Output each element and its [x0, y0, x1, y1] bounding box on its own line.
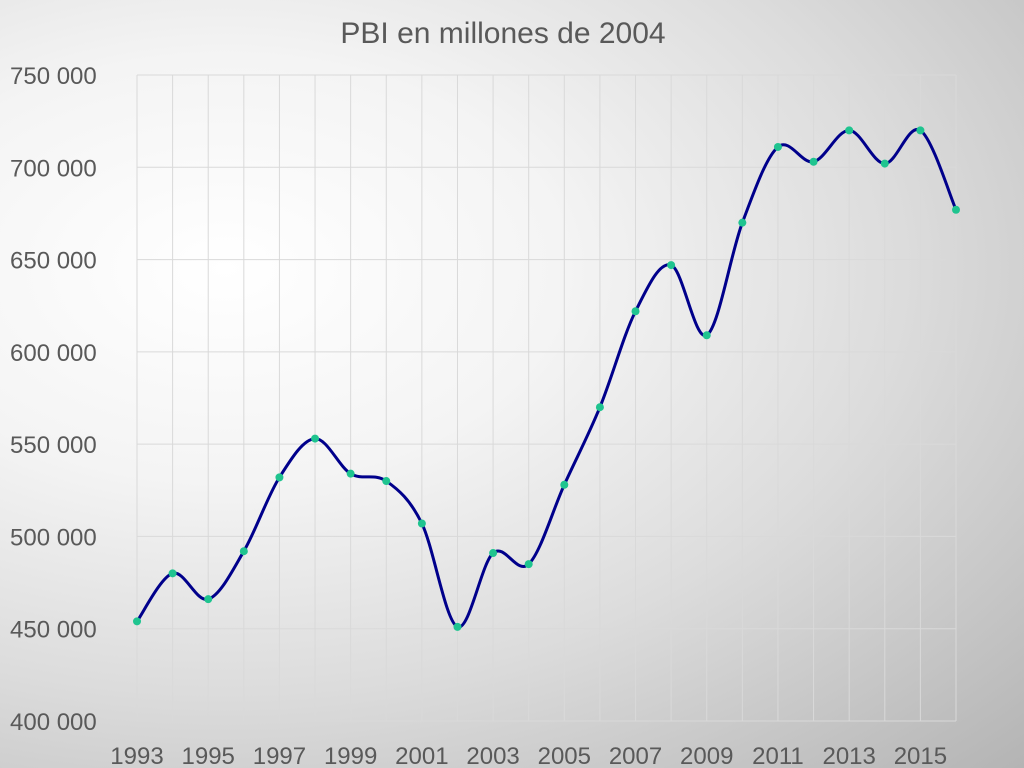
data-point	[133, 617, 141, 626]
data-point	[702, 331, 711, 340]
y-axis-tick-labels: 400 000 450 000 500 000 550 000 600 000 650 0…	[10, 63, 97, 736]
chart-title: PBI en millones de 2004	[340, 17, 665, 50]
data-point	[417, 519, 426, 528]
data-point	[560, 480, 569, 489]
data-point	[275, 473, 284, 482]
x-tick-label: 2009	[680, 743, 733, 768]
x-axis-tick-labels: 1993 1995 1997 1999 2001 2003 2005 2007 2009 2011…	[110, 743, 947, 768]
data-point	[809, 157, 818, 166]
data-point	[667, 261, 676, 270]
x-tick-label: 1993	[110, 743, 163, 768]
grid-layer	[136, 74, 957, 722]
data-point	[631, 307, 640, 316]
data-point	[880, 159, 889, 168]
data-point	[204, 595, 213, 604]
data-point	[168, 569, 177, 578]
y-tick-label: 750 000	[10, 63, 97, 90]
y-tick-label: 500 000	[10, 524, 97, 551]
x-tick-label: 2005	[538, 743, 591, 768]
y-tick-label: 650 000	[10, 248, 97, 275]
data-point	[773, 142, 782, 151]
y-tick-label: 700 000	[10, 155, 97, 182]
data-point	[453, 622, 462, 631]
data-point	[595, 403, 604, 412]
x-tick-label: 2003	[466, 743, 519, 768]
x-tick-label: 2013	[822, 743, 875, 768]
y-tick-label: 600 000	[10, 340, 97, 367]
data-point	[382, 477, 391, 486]
x-tick-label: 1999	[324, 743, 377, 768]
data-point	[239, 547, 248, 556]
series-layer	[133, 126, 960, 631]
x-tick-label: 2001	[395, 743, 448, 768]
data-point	[916, 126, 925, 135]
x-tick-label: 2007	[609, 743, 662, 768]
x-tick-label: 2015	[894, 743, 947, 768]
data-point	[738, 218, 747, 227]
data-point	[346, 469, 355, 478]
x-tick-label: 1997	[253, 743, 306, 768]
y-tick-label: 400 000	[10, 709, 97, 736]
data-point	[845, 126, 854, 135]
x-tick-label: 2011	[752, 743, 804, 768]
series-line	[135, 127, 958, 629]
data-point	[524, 560, 533, 569]
data-point	[952, 205, 960, 214]
data-point	[311, 434, 320, 443]
x-tick-label: 1995	[182, 743, 235, 768]
y-tick-label: 450 000	[10, 617, 97, 644]
data-point	[489, 549, 498, 558]
y-tick-label: 550 000	[10, 432, 97, 459]
